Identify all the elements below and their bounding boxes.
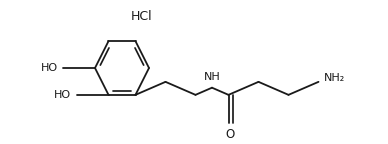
Text: NH: NH xyxy=(204,72,220,82)
Text: NH₂: NH₂ xyxy=(324,73,345,83)
Text: HO: HO xyxy=(40,63,57,73)
Text: HCl: HCl xyxy=(131,10,152,23)
Text: O: O xyxy=(226,128,235,141)
Text: HO: HO xyxy=(54,90,71,100)
